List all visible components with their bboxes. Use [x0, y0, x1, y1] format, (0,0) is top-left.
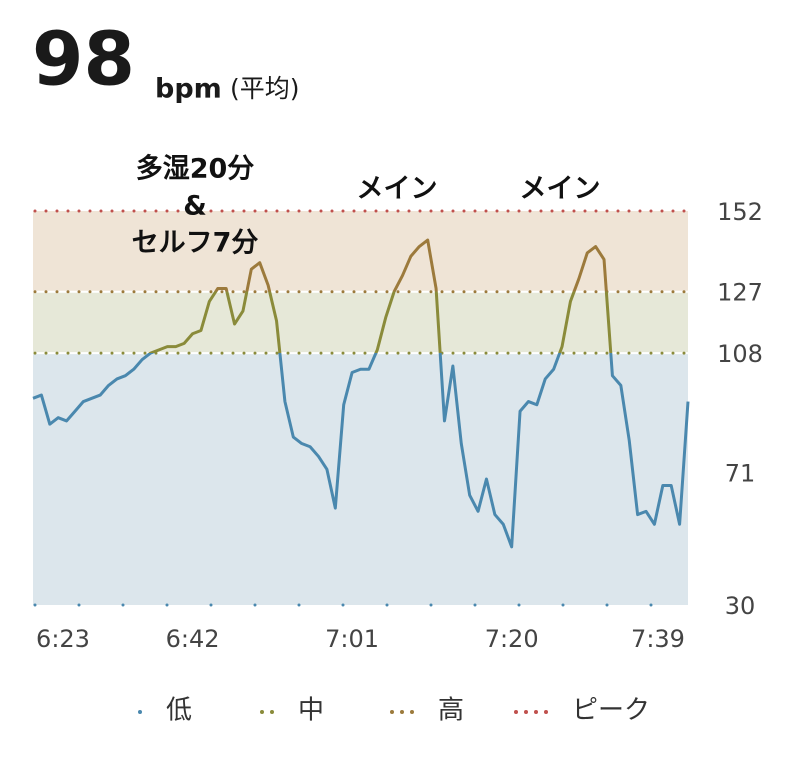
legend-dot — [138, 710, 142, 714]
x-tick-label: 6:42 — [166, 625, 220, 653]
y-tick-label: 71 — [725, 460, 756, 488]
x-tick-label: 7:20 — [485, 625, 539, 653]
unit: bpm — [155, 74, 222, 105]
average-value: 98 — [32, 17, 135, 103]
y-tick-label: 152 — [717, 198, 763, 226]
legend-dot — [544, 710, 548, 714]
y-tick-label: 108 — [717, 340, 763, 368]
legend-dot — [410, 710, 414, 714]
zone-band — [33, 291, 688, 354]
heart-rate-line — [32, 238, 690, 549]
legend-label: 低 — [166, 696, 192, 726]
x-tick-label: 6:23 — [36, 625, 90, 653]
legend-dot — [390, 710, 394, 714]
legend-dot — [524, 710, 528, 714]
annotation: セルフ7分 — [132, 228, 259, 259]
annotation: メイン — [520, 174, 601, 205]
x-tick-label: 7:01 — [325, 625, 379, 653]
legend-dot — [270, 710, 274, 714]
x-tick-label: 7:39 — [631, 625, 685, 653]
legend-dot — [400, 710, 404, 714]
zone-band — [33, 353, 688, 605]
legend-dot — [260, 710, 264, 714]
legend-label: ピーク — [572, 696, 650, 726]
annotation: メイン — [357, 174, 438, 205]
y-tick-label: 30 — [725, 592, 756, 620]
legend-label: 中 — [298, 696, 324, 726]
annotation: & — [183, 191, 207, 222]
average-label: (平均) — [230, 74, 300, 103]
legend-label: 高 — [438, 696, 464, 726]
y-tick-label: 127 — [717, 279, 763, 307]
annotation: 多湿20分 — [136, 154, 255, 185]
legend-dot — [514, 710, 518, 714]
legend-dot — [534, 710, 538, 714]
